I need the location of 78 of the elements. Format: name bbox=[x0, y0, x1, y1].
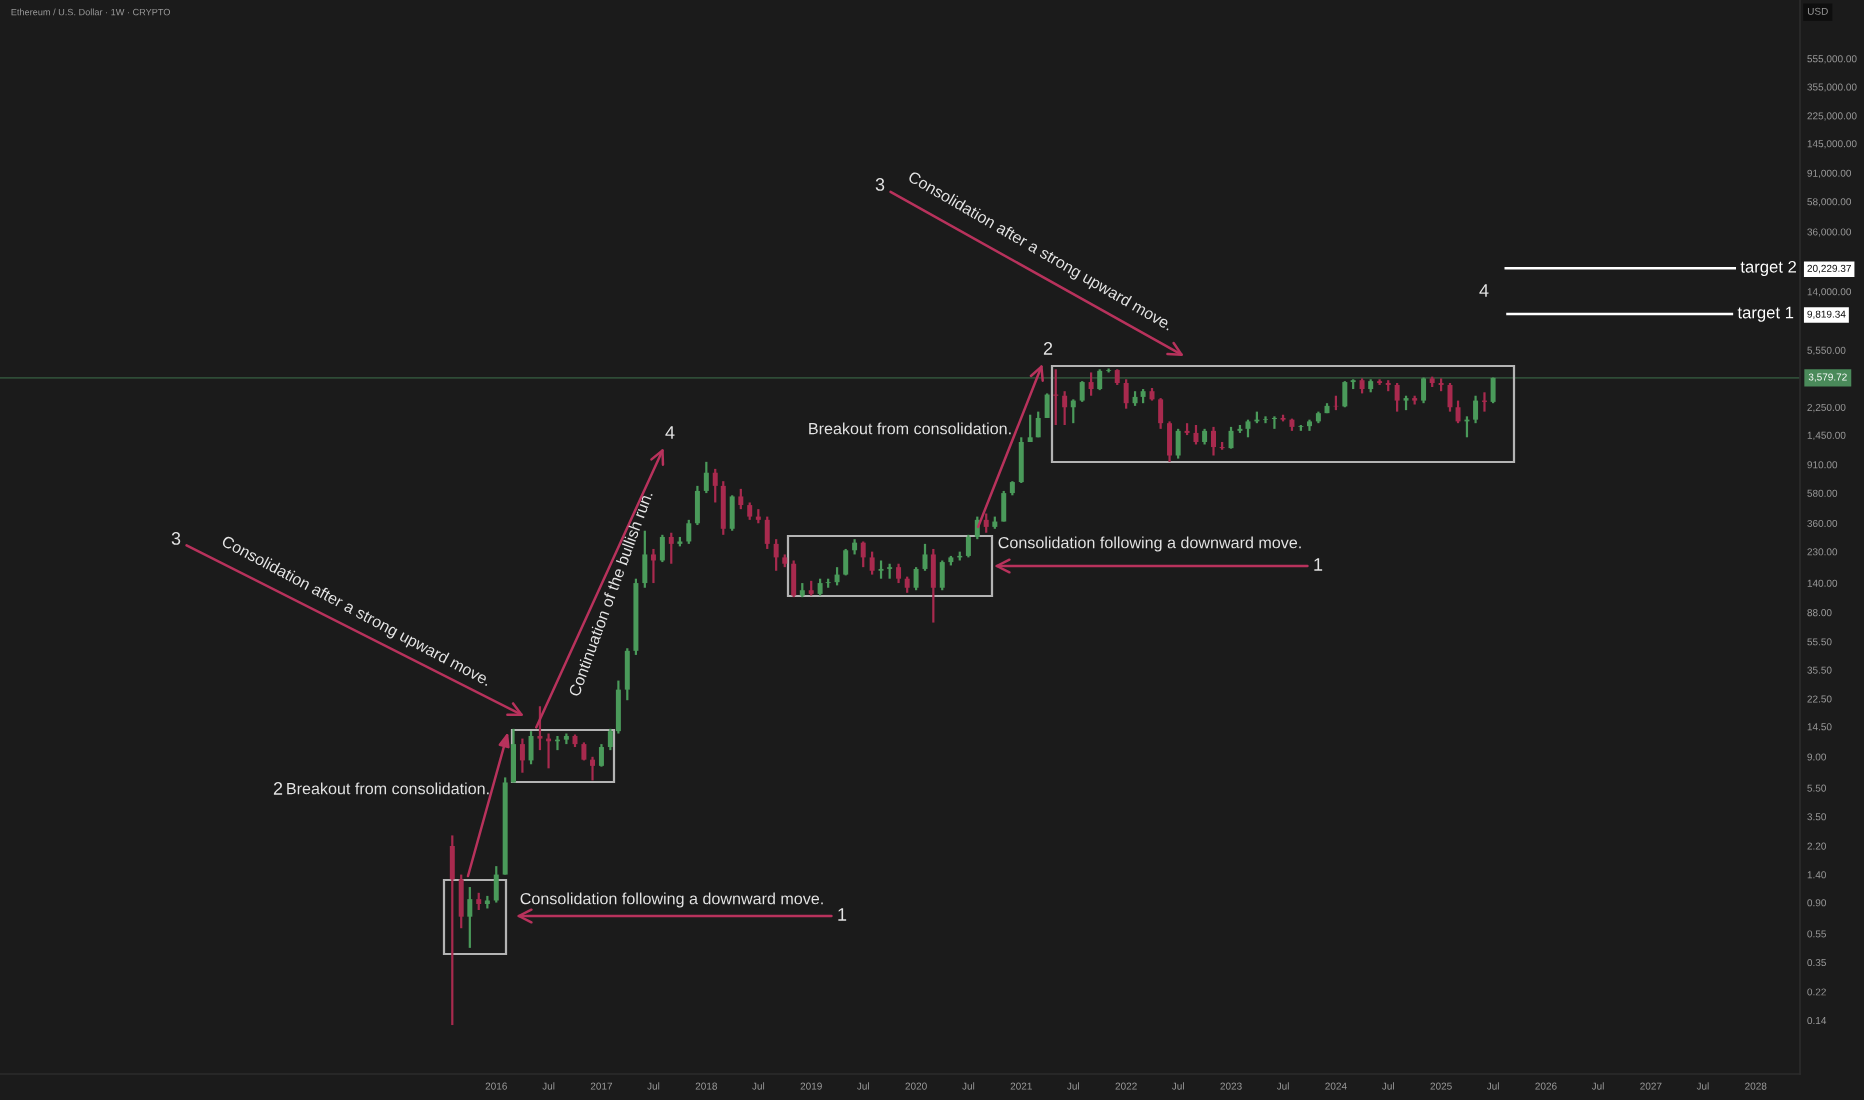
candlestick bbox=[791, 559, 797, 599]
candlestick bbox=[686, 518, 692, 545]
annotation: Consolidation following a downward move. bbox=[998, 536, 1301, 552]
candlestick bbox=[1027, 413, 1033, 444]
annotation: 4 bbox=[1479, 284, 1489, 297]
annotation: Breakout from consolidation. bbox=[809, 422, 1011, 435]
candlestick bbox=[983, 512, 989, 534]
candlestick bbox=[896, 562, 902, 585]
candlestick bbox=[1263, 415, 1269, 425]
candlestick bbox=[1175, 427, 1181, 460]
candlestick bbox=[642, 529, 648, 589]
candlestick bbox=[1062, 390, 1068, 427]
annotation: 1 bbox=[1314, 558, 1323, 571]
candlestick bbox=[1158, 397, 1164, 430]
candlestick bbox=[1455, 399, 1461, 425]
candlestick bbox=[1035, 410, 1041, 439]
candlestick bbox=[458, 873, 464, 930]
candlestick bbox=[1211, 425, 1216, 457]
candlestick bbox=[773, 538, 779, 572]
candlestick bbox=[519, 737, 525, 774]
candlestick bbox=[1097, 368, 1103, 392]
candlestick bbox=[511, 727, 516, 784]
candlestick bbox=[1228, 425, 1234, 450]
annotation: 2 bbox=[273, 782, 283, 795]
candlestick bbox=[738, 487, 744, 511]
candlestick bbox=[668, 531, 674, 565]
candlestick bbox=[869, 550, 875, 576]
candlestick bbox=[1018, 436, 1024, 485]
candlestick bbox=[729, 494, 735, 532]
annotation: Consolidation following a downward move. bbox=[520, 892, 823, 908]
candlestick bbox=[878, 559, 884, 580]
candlestick bbox=[1342, 380, 1348, 409]
candlestick bbox=[607, 727, 613, 752]
candlestick bbox=[1377, 378, 1383, 387]
annotation: 3 bbox=[875, 178, 885, 191]
candlestick bbox=[703, 460, 709, 495]
candlestick bbox=[493, 865, 499, 904]
candlestick bbox=[694, 484, 700, 527]
annotation: Breakout from consolidation. bbox=[287, 782, 489, 795]
candlestick bbox=[598, 742, 604, 768]
candlestick bbox=[720, 480, 726, 536]
candlestick bbox=[659, 533, 665, 564]
candlestick bbox=[1473, 394, 1479, 425]
annotation: 3 bbox=[171, 532, 181, 545]
legend-label: target 1 bbox=[1737, 306, 1794, 322]
candlestick bbox=[528, 730, 534, 766]
candlestick bbox=[712, 467, 718, 504]
candlestick bbox=[939, 559, 945, 592]
candlestick bbox=[537, 705, 543, 752]
candlestick bbox=[615, 679, 621, 735]
candlestick bbox=[1167, 420, 1173, 463]
candlestick bbox=[860, 540, 866, 569]
candlestick bbox=[1079, 380, 1085, 403]
candlestick bbox=[843, 547, 849, 577]
annotation: 2 bbox=[1043, 342, 1053, 355]
annotation: 1 bbox=[838, 908, 847, 921]
candlestick bbox=[1088, 371, 1094, 397]
candlestick bbox=[1193, 423, 1199, 446]
candlestick bbox=[913, 566, 919, 592]
candlestick bbox=[1490, 376, 1496, 405]
candlestick bbox=[650, 547, 656, 585]
annotation: 4 bbox=[665, 426, 675, 439]
candlestick bbox=[467, 885, 473, 949]
candlestick bbox=[930, 547, 936, 624]
candlestick bbox=[834, 566, 840, 587]
candlestick bbox=[449, 834, 455, 1027]
candlestick bbox=[1394, 381, 1400, 413]
candlestick bbox=[1421, 376, 1427, 405]
candlestick bbox=[1044, 392, 1050, 420]
candlestick bbox=[624, 647, 630, 702]
candlestick bbox=[764, 515, 770, 551]
candlestick bbox=[965, 533, 971, 559]
candlestick bbox=[1001, 489, 1007, 523]
candlestick bbox=[1123, 378, 1129, 410]
candlestick bbox=[1271, 415, 1277, 430]
candlestick bbox=[590, 755, 596, 782]
legend-label: target 2 bbox=[1740, 260, 1797, 276]
candlestick bbox=[1070, 398, 1076, 425]
